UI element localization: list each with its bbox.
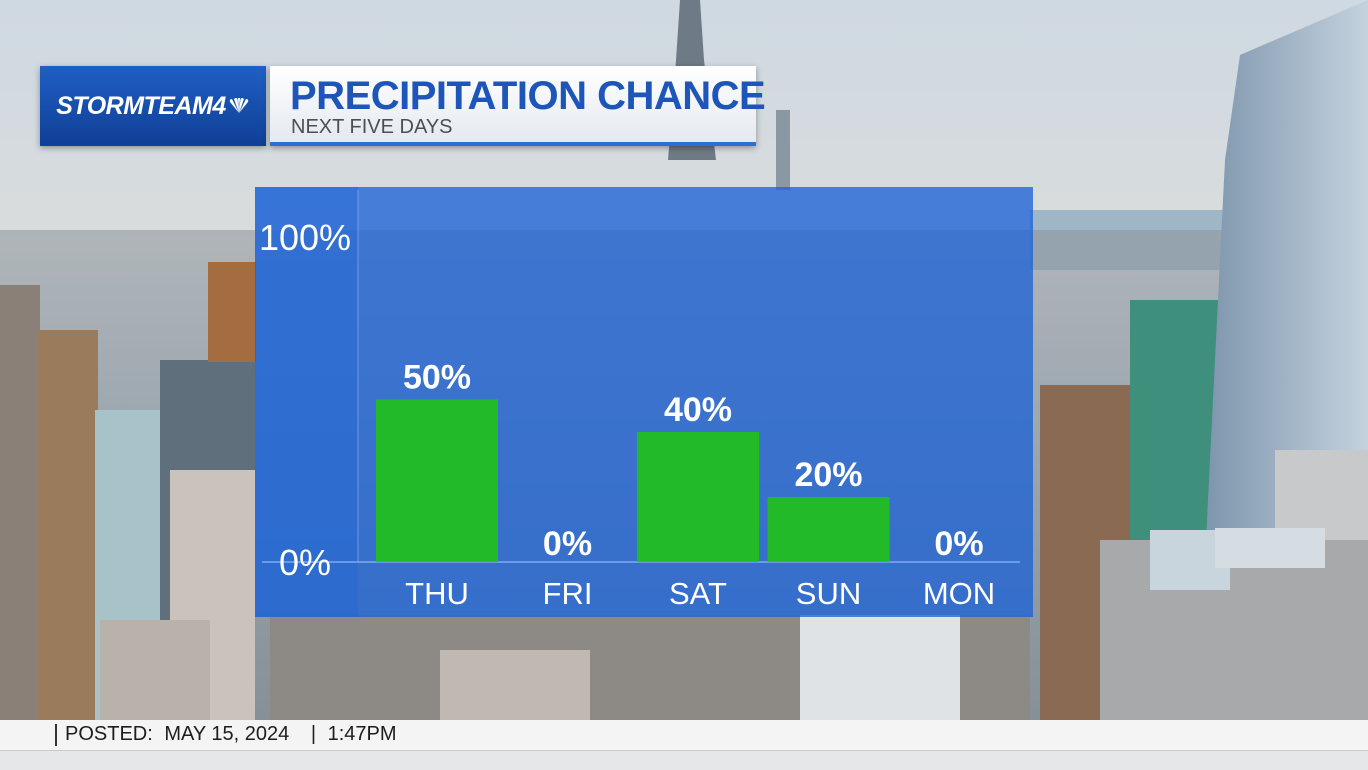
posted-time: 1:47PM [327,723,397,745]
posted-date: MAY 15, 2024 [164,723,290,745]
value-label-fri: 0% [543,525,592,563]
brand-name: STORMTEAM4 [56,91,226,120]
value-label-sat: 40% [664,391,732,429]
category-label-fri: FRI [543,576,593,611]
bar-sat [637,432,759,562]
stormteam4-logo: STORMTEAM4 [40,66,266,146]
footer: POSTED: MAY 15, 2024 | 1:47PM [0,720,1368,770]
posted-info: POSTED: MAY 15, 2024 | 1:47PM [65,723,403,746]
category-label-mon: MON [923,576,995,611]
bar-thu [376,399,498,562]
value-label-mon: 0% [934,525,983,563]
category-label-sun: SUN [796,576,861,611]
posted-bar: POSTED: MAY 15, 2024 | 1:47PM [0,720,1368,751]
posted-label: POSTED: [65,723,153,745]
bar-sun [767,497,890,562]
category-label-sat: SAT [669,576,727,611]
footer-marker [55,724,57,746]
chart-title: PRECIPITATION CHANCE [290,74,766,118]
posted-separator: | [310,723,317,745]
y-axis-panel [255,187,358,617]
chart-subtitle: NEXT FIVE DAYS [291,116,453,138]
y-tick-label: 0% [279,542,331,583]
precipitation-bar-chart: 100% 0% 50% 0% 40% 20% 0% THU FRI SAT SUN MON [255,187,1033,617]
title-panel: PRECIPITATION CHANCE NEXT FIVE DAYS [270,66,766,146]
y-tick-label: 100% [259,217,351,258]
nbc-peacock-icon [229,98,249,113]
value-label-sun: 20% [794,456,862,494]
category-label-thu: THU [405,576,469,611]
value-label-thu: 50% [403,359,471,397]
